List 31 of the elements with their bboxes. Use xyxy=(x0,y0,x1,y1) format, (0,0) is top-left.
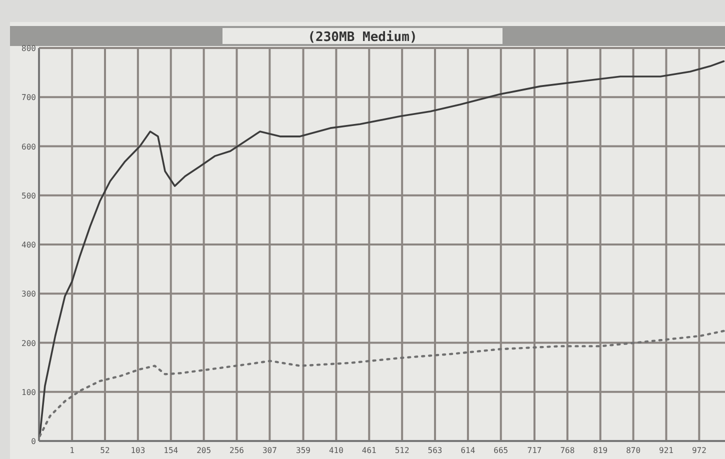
chart-title: (230MB Medium) xyxy=(308,30,418,45)
y-tick-label: 500 xyxy=(22,191,36,200)
x-tick-label: 665 xyxy=(494,446,508,455)
x-tick-label: 52 xyxy=(100,446,110,455)
x-tick-label: 359 xyxy=(296,446,311,455)
y-tick-label: 700 xyxy=(22,93,36,102)
x-tick-label: 972 xyxy=(692,446,707,455)
x-tick-label: 205 xyxy=(196,446,212,455)
x-tick-label: 870 xyxy=(626,446,641,455)
x-tick-label: 921 xyxy=(659,446,674,455)
x-tick-label: 307 xyxy=(262,446,278,455)
y-tick-label: 200 xyxy=(22,338,36,348)
y-tick-label: 800 xyxy=(22,44,36,53)
x-tick-label: 410 xyxy=(328,446,344,455)
y-tick-label: 600 xyxy=(22,142,36,152)
y-tick-label: 0 xyxy=(31,437,36,446)
x-tick-label: 154 xyxy=(164,446,178,455)
y-tick-label: 300 xyxy=(22,290,36,299)
x-tick-label: 614 xyxy=(460,446,476,455)
x-tick-label: 461 xyxy=(362,446,377,455)
x-tick-label: 819 xyxy=(593,446,608,455)
x-tick-label: 768 xyxy=(560,446,575,455)
x-tick-label: 512 xyxy=(394,446,410,455)
x-tick-label: 563 xyxy=(428,446,442,455)
x-tick-label: 717 xyxy=(527,446,542,455)
x-tick-label: 103 xyxy=(130,446,146,455)
x-tick-label: 1 xyxy=(70,446,75,455)
y-tick-label: 100 xyxy=(22,388,36,397)
line-series xyxy=(38,60,725,437)
x-tick-label: 256 xyxy=(230,446,244,455)
y-tick-label: 400 xyxy=(22,240,36,250)
